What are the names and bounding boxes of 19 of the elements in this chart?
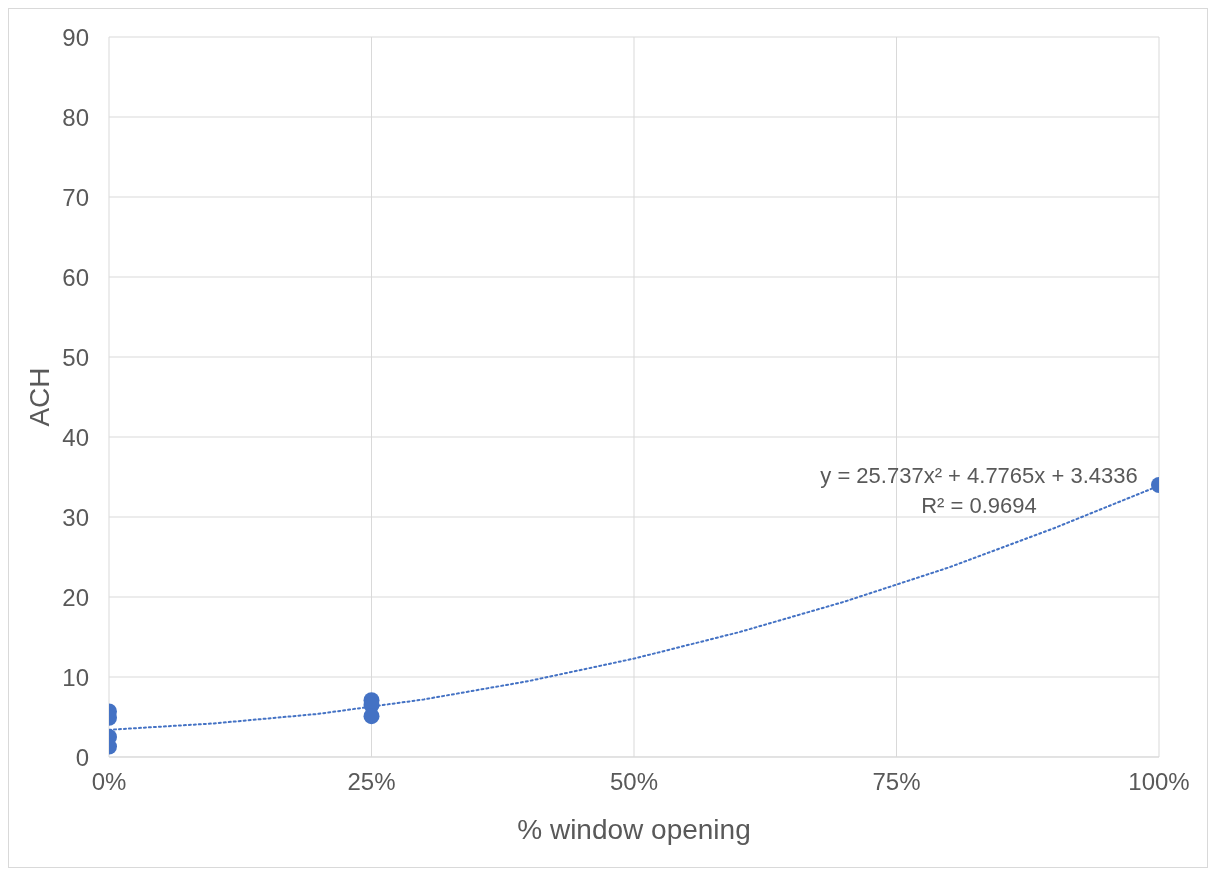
annotation: y = 25.737x² + 4.7765x + 3.4336 <box>819 462 1139 490</box>
y-tick-label: 10 <box>62 663 89 691</box>
y-tick-label: 0 <box>75 743 89 771</box>
x-tick-label: 0% <box>91 768 127 796</box>
x-axis-title: % window opening <box>517 814 751 845</box>
y-axis-title: ACH <box>23 367 55 427</box>
y-tick-label: 50 <box>62 343 89 371</box>
y-tick-label: 20 <box>62 583 89 611</box>
y-tick-label: 80 <box>62 103 89 131</box>
x-tick-label: 50% <box>609 768 659 796</box>
x-tick-label: 75% <box>872 768 921 796</box>
x-tick-label: 100% <box>1128 768 1190 796</box>
x-tick-label: 25% <box>347 768 396 796</box>
y-tick-label: 40 <box>62 423 89 451</box>
annotation: R² = 0.9694 <box>920 492 1038 520</box>
y-tick-label: 60 <box>62 263 89 291</box>
y-tick-label: 90 <box>62 23 89 51</box>
y-tick-label: 70 <box>62 183 89 211</box>
y-tick-label: 30 <box>62 503 89 531</box>
